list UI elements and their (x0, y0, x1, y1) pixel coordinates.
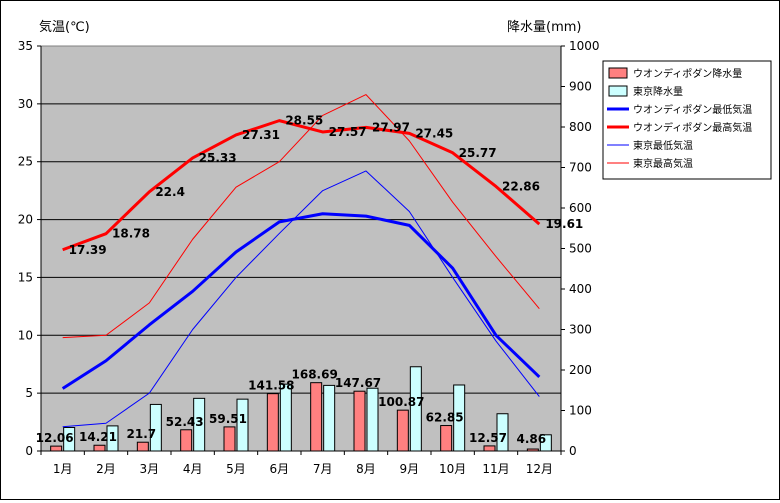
x-tick-label: 5月 (226, 462, 246, 476)
series-line-3 (62, 94, 540, 339)
x-tick-label: 6月 (270, 462, 290, 476)
legend-label: 東京最高気温 (633, 157, 693, 170)
y-left-tick-label: 30 (18, 97, 33, 111)
bar-local-precip (180, 429, 193, 452)
line-value-label: 19.61 (545, 217, 583, 231)
series-line-2 (62, 170, 540, 428)
x-tick-label: 3月 (140, 462, 160, 476)
y-left-tick-label: 25 (18, 155, 33, 169)
line-value-label: 28.55 (285, 114, 323, 128)
bar-value-label: 21.7 (127, 427, 157, 441)
bar-local-precip (440, 425, 453, 452)
gridlines (41, 103, 561, 394)
bar-value-label: 52.43 (166, 415, 204, 429)
bar-value-label: 141.58 (248, 379, 294, 393)
line-value-label: 27.31 (242, 128, 280, 142)
line-value-label: 27.45 (415, 126, 453, 140)
axes: 0 5 10 15 20 25 30 35 0 100 200 300 400 500 600 700 800 9… (18, 39, 600, 476)
bar-local-precip (353, 390, 366, 452)
series-line-0 (61, 212, 541, 390)
legend-swatch (608, 67, 628, 79)
x-tick-label: 8月 (356, 462, 376, 476)
bar-local-precip (310, 382, 323, 452)
legend-label: ウオンディポダン最低気温 (633, 103, 752, 116)
y-left-tick-label: 35 (18, 39, 33, 53)
bar-local-precip (223, 426, 236, 452)
y-right-tick-label: 700 (569, 161, 592, 175)
bar-value-label: 14.21 (79, 430, 117, 444)
y-left-tick-label: 15 (18, 270, 33, 284)
line-value-label: 25.77 (459, 146, 497, 160)
y-left-tick-label: 5 (25, 386, 33, 400)
line-value-label: 27.97 (372, 120, 410, 134)
y-axis-left-title: 気温(℃) (39, 19, 90, 35)
bar-value-label: 12.57 (469, 431, 507, 445)
bar-value-label: 168.69 (292, 368, 338, 382)
legend-label: 東京最低気温 (633, 139, 693, 152)
y-left-tick-label: 0 (25, 444, 33, 458)
y-axis-right-title: 降水量(mm) (507, 20, 581, 35)
y-right-tick-label: 0 (569, 444, 577, 458)
x-tick-label: 4月 (183, 462, 203, 476)
bar-value-label: 100.87 (378, 395, 424, 409)
line-value-label: 25.33 (199, 151, 237, 165)
legend-label: 東京降水量 (633, 85, 683, 98)
y-right-tick-label: 600 (569, 201, 592, 215)
line-value-label: 27.57 (329, 125, 367, 139)
x-tick-label: 1月 (53, 462, 73, 476)
legend-box (602, 60, 772, 180)
y-right-tick-label: 500 (569, 242, 592, 256)
bar-local-precip (483, 445, 496, 452)
line-series (61, 94, 541, 428)
legend-label: ウオンディポダン最高気温 (633, 121, 752, 134)
y-left-tick-label: 20 (18, 213, 33, 227)
x-tick-label: 2月 (96, 462, 116, 476)
bar-value-label: 4.86 (517, 432, 547, 446)
bar-tokyo-precip (323, 384, 336, 452)
y-right-tick-label: 300 (569, 323, 592, 337)
x-tick-label: 10月 (439, 462, 466, 476)
bar-tokyo-precip (279, 383, 292, 452)
legend-swatch (608, 85, 628, 97)
x-tick-label: 12月 (526, 462, 553, 476)
bar-value-label: 62.85 (426, 411, 464, 425)
bar-value-label: 59.51 (209, 412, 247, 426)
legend-label: ウオンディポダン降水量 (633, 67, 742, 80)
legend: ウオンディポダン降水量東京降水量ウオンディポダン最低気温ウオンディポダン最高気温… (602, 60, 772, 180)
y-right-tick-label: 100 (569, 404, 592, 418)
y-right-tick-label: 200 (569, 363, 592, 377)
line-value-label: 17.39 (69, 243, 107, 257)
plot-area (41, 46, 561, 451)
bar-local-precip (93, 444, 106, 452)
y-right-tick-label: 900 (569, 80, 592, 94)
y-left-tick-label: 10 (18, 328, 33, 342)
x-tick-label: 7月 (313, 462, 333, 476)
bar-local-precip (136, 441, 149, 452)
bar-local-precip (266, 393, 279, 452)
bar-local-precip (50, 445, 63, 452)
x-tick-label: 11月 (482, 462, 509, 476)
bar-tokyo-precip (366, 387, 379, 452)
data-labels: 12.06 14.21 21.7 52.43 59.51 141.58168.69147.… (36, 114, 584, 446)
x-tick-label: 9月 (400, 462, 420, 476)
line-value-label: 18.78 (112, 227, 150, 241)
series-line-1 (62, 119, 541, 252)
y-right-tick-label: 800 (569, 120, 592, 134)
bar-value-label: 147.67 (335, 376, 381, 390)
line-value-label: 22.4 (155, 185, 185, 199)
y-right-tick-label: 400 (569, 282, 592, 296)
y-right-tick-label: 1000 (569, 39, 600, 53)
bar-local-precip (396, 409, 409, 452)
bar-value-label: 12.06 (36, 431, 74, 445)
line-value-label: 22.86 (502, 179, 540, 193)
